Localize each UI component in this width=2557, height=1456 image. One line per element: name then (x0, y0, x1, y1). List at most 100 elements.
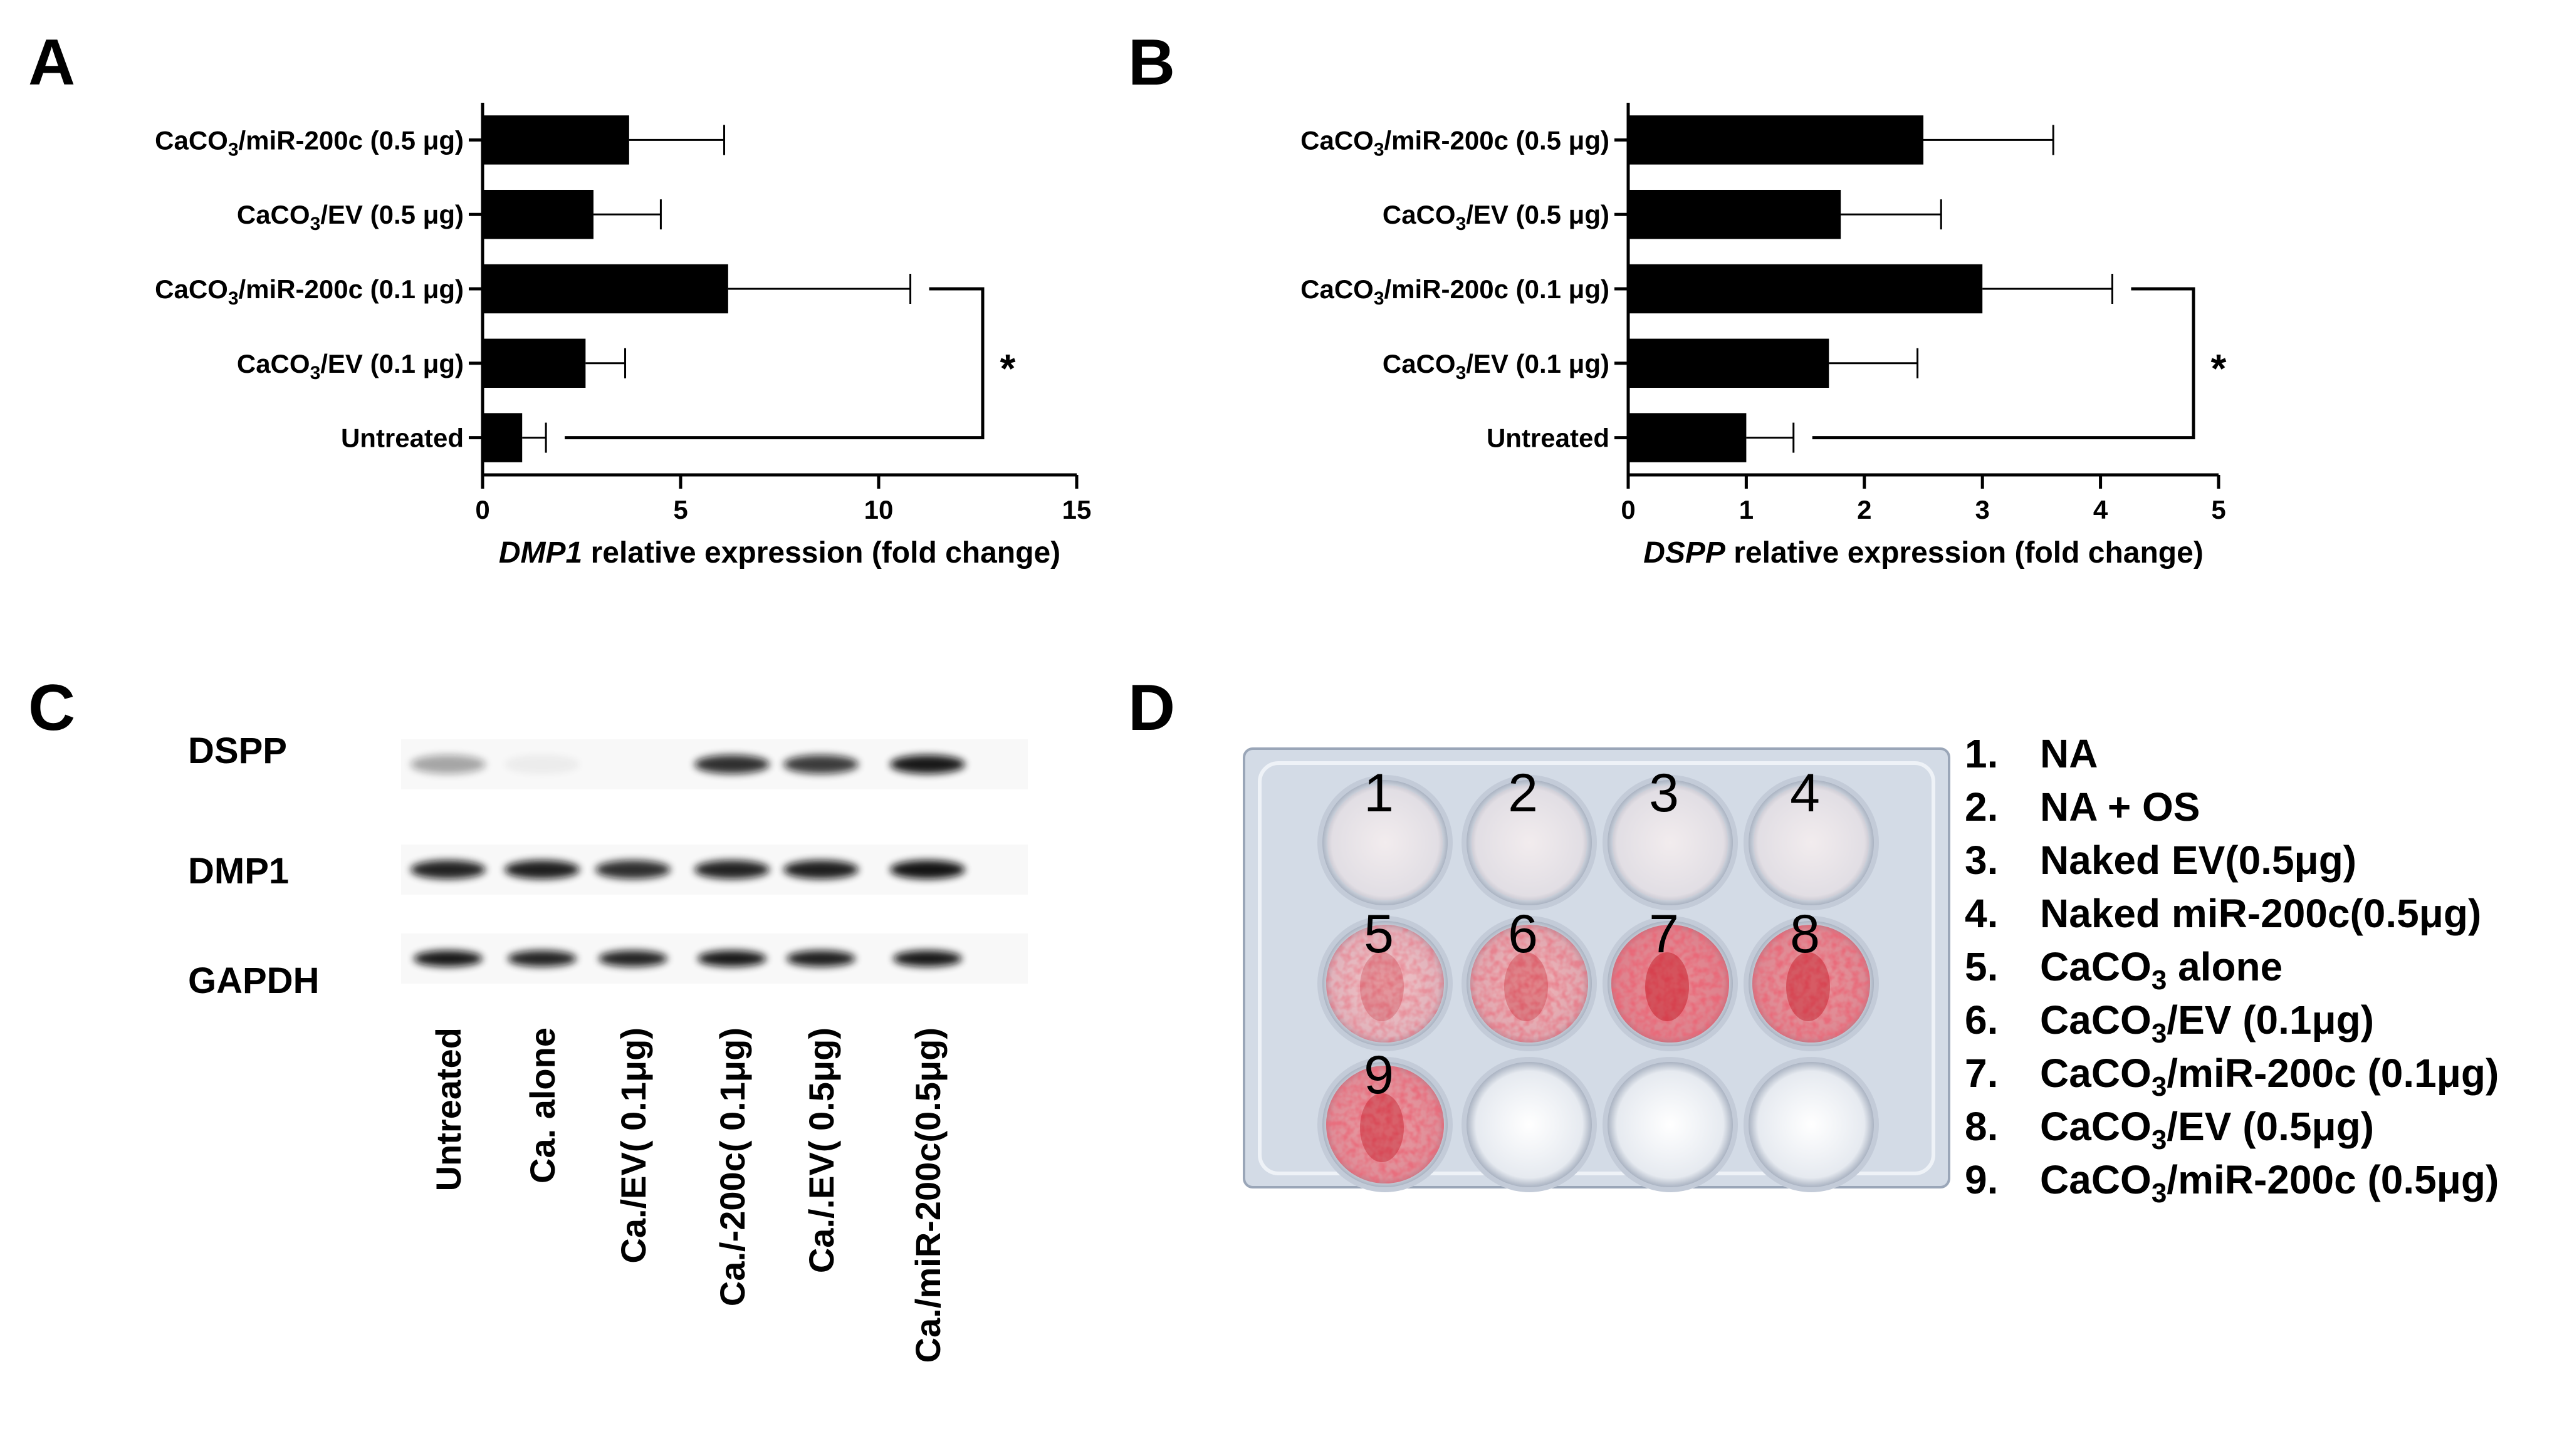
x-tick-label: 0 (1621, 495, 1635, 524)
bar (483, 115, 629, 165)
significance-star: * (2211, 346, 2227, 391)
well (1608, 780, 1733, 905)
blot-band (410, 860, 486, 879)
well (1467, 1062, 1592, 1187)
x-tick-label: 0 (475, 495, 489, 524)
panel-letter-b: B (1128, 26, 1175, 99)
legend-number: 6. (1965, 997, 1998, 1043)
legend-label: CaCO3/miR-200c (0.1μg) (2040, 1051, 2499, 1102)
bar (483, 338, 586, 388)
well-stain-core (1360, 952, 1404, 1021)
well-stain-texture (1326, 925, 1444, 1043)
well-stain-core (1504, 952, 1548, 1021)
legend-number: 2. (1965, 784, 1998, 829)
well-number: 3 (1649, 763, 1679, 823)
x-tick-label: 15 (1062, 495, 1092, 524)
x-axis-label: DMP1 relative expression (fold change) (499, 536, 1060, 569)
well-stain-texture (1611, 925, 1729, 1043)
category-label: CaCO3/miR-200c (0.5 μg) (155, 125, 464, 160)
legend-number: 9. (1965, 1157, 1998, 1202)
category-label: CaCO3/miR-200c (0.1 μg) (155, 274, 464, 309)
blot-band (595, 860, 671, 879)
well (1749, 1062, 1874, 1187)
legend-label: Naked EV(0.5μg) (2040, 838, 2356, 883)
well-number: 2 (1508, 763, 1538, 823)
legend-label: CaCO3/EV (0.1μg) (2040, 997, 2374, 1049)
well-number: 1 (1364, 763, 1394, 823)
blot-band (410, 755, 486, 774)
plate-legend: 1. NA 2. NA + OS 3. Naked EV(0.5μg) 4. Naked mi… (1965, 731, 2499, 1209)
well (1322, 780, 1448, 905)
panel-letter-c: C (28, 672, 75, 744)
bar (1628, 413, 1747, 462)
significance-bracket (1812, 287, 2195, 440)
x-tick-label: 10 (864, 495, 894, 524)
category-label: CaCO3/EV (0.5 μg) (237, 200, 464, 234)
blot-band (783, 755, 859, 774)
western-blot: DSPP DMP1 GAPDH Untreated Ca. alone Ca./EV( 0… (188, 731, 1028, 1363)
band-label-gapdh: GAPDH (188, 960, 319, 1001)
well-number: 5 (1364, 904, 1394, 964)
legend-label: CaCO3 alone (2040, 944, 2282, 996)
well-stain-texture (1470, 925, 1588, 1043)
well-faint (1327, 785, 1443, 900)
well-faint (1754, 785, 1869, 900)
well-stain-texture (1752, 925, 1870, 1043)
category-label: CaCO3/EV (0.1 μg) (237, 349, 464, 383)
bar (1628, 264, 1983, 314)
well-plate-photo: 1 2 3 4 5 6 7 8 9 (1243, 747, 1950, 1192)
x-tick-label: 1 (1739, 495, 1754, 524)
legend-label: CaCO3/EV (0.5μg) (2040, 1104, 2374, 1155)
well-number: 6 (1508, 904, 1538, 964)
bar (1628, 189, 1841, 239)
legend-number: 4. (1965, 891, 1998, 936)
legend-number: 1. (1965, 731, 1998, 776)
lane-label: Untreated (429, 1027, 468, 1191)
x-tick-label: 5 (673, 495, 688, 524)
category-label: Untreated (341, 424, 464, 453)
panel-letter-a: A (28, 26, 75, 99)
well (1608, 1062, 1733, 1187)
well-number: 7 (1649, 904, 1679, 964)
band-label-dmp1: DMP1 (188, 851, 289, 892)
category-label: CaCO3/miR-200c (0.5 μg) (1300, 125, 1609, 160)
blot-band (505, 860, 580, 879)
lane-label: Ca. alone (523, 1027, 562, 1183)
lane-label: Ca./miR-200c(0.5μg) (908, 1027, 948, 1363)
x-tick-label: 2 (1857, 495, 1871, 524)
well-number: 4 (1790, 763, 1820, 823)
bar (483, 264, 728, 314)
blot-band (787, 950, 855, 967)
well-stain-core (1786, 952, 1830, 1021)
category-label: CaCO3/miR-200c (0.1 μg) (1300, 274, 1609, 309)
legend-label: NA (2040, 731, 2098, 776)
blot-band (599, 950, 667, 967)
blot-band (890, 755, 965, 774)
blot-band (893, 950, 962, 967)
x-axis-label: DSPP relative expression (fold change) (1643, 536, 2204, 569)
well-number: 9 (1364, 1045, 1394, 1105)
blot-band (414, 950, 483, 967)
significance-bracket (565, 287, 985, 440)
blot-band (508, 950, 577, 967)
legend-number: 5. (1965, 944, 1998, 989)
category-label: CaCO3/EV (0.1 μg) (1383, 349, 1609, 383)
legend-label: NA + OS (2040, 784, 2200, 829)
significance-star: * (1000, 346, 1016, 391)
plate-rim (1258, 761, 1935, 1175)
well (1467, 780, 1592, 905)
well-faint (1613, 785, 1728, 900)
well-stain-texture (1326, 1066, 1444, 1183)
legend-number: 3. (1965, 838, 1998, 883)
legend-label: CaCO3/miR-200c (0.5μg) (2040, 1157, 2499, 1209)
legend-number: 7. (1965, 1051, 1998, 1096)
lane-label: Ca./EV( 0.1μg) (614, 1027, 653, 1264)
lane-label: Ca./.EV( 0.5μg) (802, 1027, 841, 1273)
x-tick-label: 5 (2211, 495, 2225, 524)
category-label: CaCO3/EV (0.5 μg) (1383, 200, 1609, 234)
well-faint (1472, 785, 1587, 900)
blot-band (698, 950, 766, 967)
